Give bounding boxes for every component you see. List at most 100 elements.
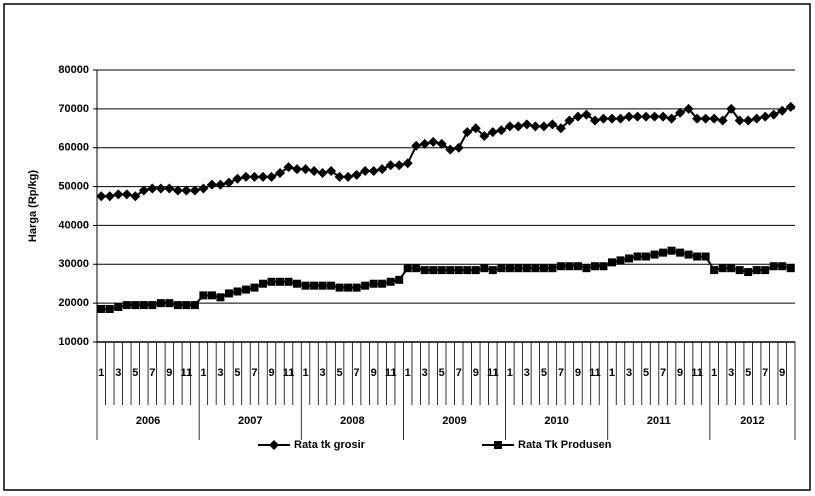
year-label: 2008 — [340, 415, 364, 427]
data-point — [539, 264, 548, 273]
data-point — [760, 111, 771, 122]
data-point — [599, 262, 608, 271]
data-point — [250, 283, 259, 292]
data-point — [215, 179, 226, 190]
y-tick-label: 80000 — [58, 64, 89, 76]
data-point — [165, 299, 174, 308]
data-point — [326, 166, 337, 177]
data-point — [403, 264, 412, 273]
data-point — [105, 304, 114, 313]
x-tick-label: 5 — [439, 367, 445, 379]
data-point — [769, 262, 778, 271]
data-point — [606, 113, 617, 124]
data-point — [573, 262, 582, 271]
data-point — [172, 185, 183, 196]
x-tick-label: 3 — [217, 367, 223, 379]
data-point — [454, 266, 463, 275]
data-point — [625, 254, 634, 263]
data-point — [676, 248, 685, 257]
data-point — [555, 123, 566, 134]
x-tick-label: 3 — [728, 367, 734, 379]
data-point — [309, 166, 320, 177]
data-point — [198, 183, 209, 194]
data-point — [744, 268, 753, 277]
data-point — [470, 123, 481, 134]
data-point — [709, 113, 720, 124]
data-point — [130, 191, 141, 202]
y-axis-label: Harga (Rp/kg) — [27, 170, 39, 242]
data-point — [241, 285, 250, 294]
data-point — [334, 171, 345, 182]
data-point — [327, 281, 336, 290]
data-point — [642, 252, 651, 261]
data-point — [351, 169, 362, 180]
data-point — [402, 158, 413, 169]
data-point — [122, 301, 131, 310]
data-point — [207, 291, 216, 300]
y-tick-label: 40000 — [58, 219, 89, 231]
data-point — [301, 281, 310, 290]
x-tick-label: 7 — [558, 367, 564, 379]
data-point — [317, 167, 328, 178]
data-point — [564, 115, 575, 126]
data-point — [701, 252, 710, 261]
data-point — [488, 266, 497, 275]
data-point — [147, 183, 158, 194]
year-label: 2009 — [442, 415, 466, 427]
x-tick-label: 3 — [320, 367, 326, 379]
data-point — [785, 101, 796, 112]
data-point — [768, 109, 779, 120]
data-point — [616, 256, 625, 265]
x-tick-label: 7 — [762, 367, 768, 379]
data-point — [786, 264, 795, 273]
year-label: 2011 — [647, 415, 671, 427]
data-point — [761, 266, 770, 275]
data-point — [190, 301, 199, 310]
data-point — [266, 171, 277, 182]
data-point — [232, 173, 243, 184]
data-point — [445, 144, 456, 155]
data-point — [276, 277, 285, 286]
y-tick-label: 10000 — [58, 336, 89, 348]
data-point — [607, 258, 616, 267]
data-point — [292, 164, 303, 175]
data-point — [726, 103, 737, 114]
data-point — [139, 301, 148, 310]
data-point — [522, 264, 531, 273]
data-point — [538, 121, 549, 132]
data-point — [734, 115, 745, 126]
data-point — [240, 171, 251, 182]
data-point — [530, 121, 541, 132]
x-tick-label: 3 — [524, 367, 530, 379]
x-tick-label: 1 — [711, 367, 717, 379]
data-point — [633, 252, 642, 261]
data-point — [589, 115, 600, 126]
data-point — [582, 264, 591, 273]
data-point — [411, 140, 422, 151]
data-point — [659, 248, 668, 257]
data-point — [216, 293, 225, 302]
x-tick-label: 9 — [575, 367, 581, 379]
x-tick-label: 3 — [115, 367, 121, 379]
chart-frame — [3, 3, 811, 491]
legend-label: Rata tk grosir — [294, 439, 366, 451]
data-point — [257, 171, 268, 182]
data-point — [497, 264, 506, 273]
data-point — [386, 277, 395, 286]
data-point — [463, 266, 472, 275]
data-point — [650, 250, 659, 259]
data-point — [352, 283, 361, 292]
data-point — [275, 167, 286, 178]
data-point — [752, 266, 761, 275]
data-point — [521, 119, 532, 130]
data-point — [394, 160, 405, 171]
data-point — [437, 266, 446, 275]
data-point — [104, 191, 115, 202]
data-point — [97, 304, 106, 313]
x-tick-label: 9 — [371, 367, 377, 379]
x-tick-label: 1 — [200, 367, 206, 379]
data-point — [155, 183, 166, 194]
year-label: 2010 — [544, 415, 568, 427]
x-tick-label: 11 — [589, 367, 601, 379]
year-label: 2006 — [136, 415, 160, 427]
